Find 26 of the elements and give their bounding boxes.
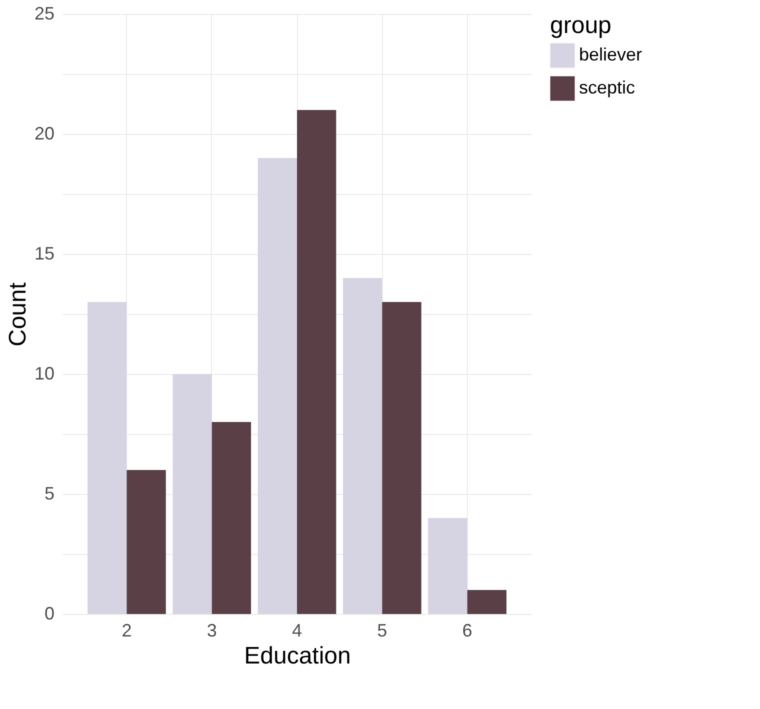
bar: [467, 590, 506, 614]
x-tick-label: 2: [122, 620, 132, 640]
bar: [382, 302, 422, 614]
y-tick-label: 5: [44, 484, 54, 504]
x-tick-label: 5: [377, 620, 388, 640]
y-tick-label: 0: [44, 604, 54, 624]
legend-label: believer: [579, 44, 642, 64]
y-axis-title: Count: [4, 282, 32, 347]
y-tick-label: 10: [34, 364, 54, 384]
bar: [428, 518, 468, 614]
bar: [342, 278, 382, 614]
legend-title: group: [550, 12, 612, 39]
legend-label: sceptic: [579, 78, 636, 98]
bar: [212, 422, 252, 614]
y-tick-label: 20: [34, 124, 54, 144]
y-tick-label: 25: [34, 4, 54, 24]
bar: [172, 374, 212, 614]
bar: [88, 302, 127, 614]
x-tick-label: 3: [206, 620, 217, 640]
bar: [297, 110, 336, 614]
x-tick-label: 4: [292, 620, 302, 640]
x-axis-title: Education: [244, 642, 351, 670]
bar: [126, 470, 166, 614]
bar: [258, 158, 297, 614]
y-tick-label: 15: [34, 244, 54, 264]
x-tick-label: 6: [462, 620, 472, 640]
